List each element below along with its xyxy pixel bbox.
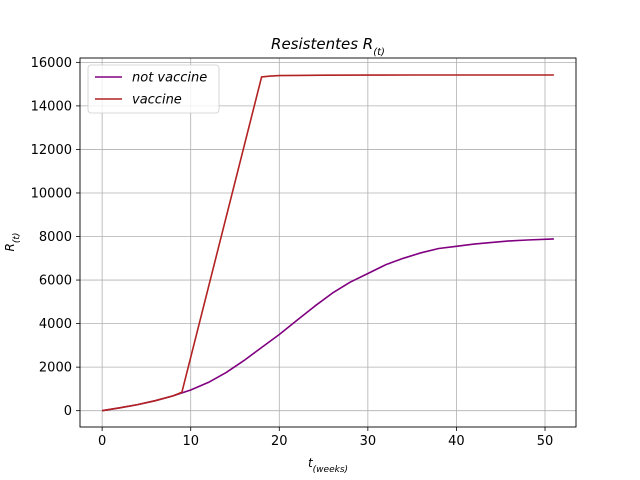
legend-label-vaccine: vaccine bbox=[132, 93, 182, 108]
plot-frame bbox=[79, 57, 577, 428]
y-tick-label: 16000 bbox=[31, 56, 72, 71]
y-tick-label: 6000 bbox=[39, 274, 72, 289]
y-tick-label: 0 bbox=[64, 404, 72, 419]
y-axis-title: R(t) bbox=[3, 233, 22, 252]
series-line-not-vaccine bbox=[101, 238, 554, 412]
series-line-vaccine bbox=[101, 74, 554, 412]
x-tick-label: 50 bbox=[537, 434, 554, 449]
y-axis: 0 2000 4000 6000 8000 10000 12000 14000 16000 bbox=[31, 56, 80, 419]
x-tick-label: 30 bbox=[360, 434, 377, 449]
y-tick-label: 4000 bbox=[39, 317, 72, 332]
y-tick-label: 14000 bbox=[31, 99, 72, 114]
x-tick-label: 10 bbox=[182, 434, 199, 449]
chart-title: Resistentes R(t) bbox=[271, 35, 385, 58]
y-tick-label: 2000 bbox=[39, 361, 72, 376]
x-tick-label: 40 bbox=[448, 434, 465, 449]
x-axis-title: t(weeks) bbox=[308, 456, 348, 475]
y-tick-label: 8000 bbox=[39, 230, 72, 245]
x-tick-label: 0 bbox=[98, 434, 106, 449]
legend-label-not-vaccine: not vaccine bbox=[132, 71, 207, 86]
y-tick-label: 12000 bbox=[31, 143, 72, 158]
x-axis: 0 10 20 30 40 50 bbox=[98, 427, 553, 449]
grid-lines bbox=[80, 58, 576, 427]
x-tick-label: 20 bbox=[271, 434, 288, 449]
series-layer bbox=[101, 74, 554, 412]
y-tick-label: 10000 bbox=[31, 186, 72, 201]
legend: not vaccine vaccine bbox=[87, 64, 220, 114]
